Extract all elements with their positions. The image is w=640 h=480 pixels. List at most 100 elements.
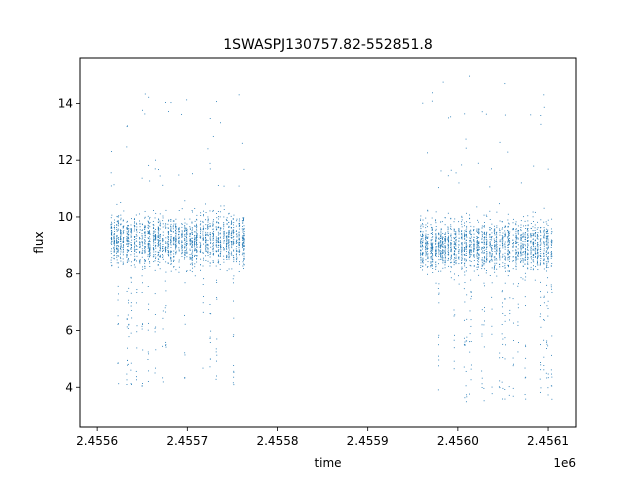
data-point	[525, 376, 527, 378]
data-point	[238, 245, 240, 247]
data-point	[442, 244, 444, 246]
data-point	[196, 237, 197, 239]
data-point	[453, 238, 455, 240]
data-point	[144, 227, 146, 228]
data-point	[173, 266, 175, 268]
data-point	[532, 242, 534, 244]
data-point	[209, 233, 211, 235]
data-point	[215, 348, 217, 350]
data-point	[159, 261, 161, 263]
data-point	[159, 223, 161, 225]
data-point	[483, 387, 485, 389]
data-point	[427, 236, 429, 238]
data-point	[111, 232, 113, 234]
data-point	[116, 252, 117, 254]
data-point	[230, 233, 232, 235]
data-point	[425, 246, 427, 248]
data-point	[217, 244, 219, 246]
data-point	[174, 248, 176, 250]
data-point	[186, 227, 188, 229]
data-point	[205, 239, 207, 241]
data-point	[242, 245, 243, 247]
data-point	[483, 259, 485, 261]
data-point	[238, 242, 240, 244]
data-point	[122, 254, 124, 256]
data-point	[547, 230, 549, 232]
data-point	[186, 99, 188, 101]
data-point	[128, 243, 130, 245]
data-point	[239, 251, 241, 253]
data-point	[447, 245, 449, 247]
data-point	[515, 228, 517, 230]
data-point	[203, 227, 205, 229]
data-point	[181, 244, 183, 246]
data-point	[242, 221, 244, 223]
data-point	[427, 253, 429, 255]
data-point	[233, 227, 235, 228]
data-point	[165, 305, 167, 307]
data-point	[485, 242, 487, 244]
data-point	[209, 338, 211, 339]
data-point	[547, 291, 549, 293]
data-point	[243, 248, 245, 249]
data-point	[149, 238, 151, 240]
data-point	[168, 252, 170, 254]
data-point	[126, 126, 128, 128]
data-point	[218, 218, 219, 220]
data-point	[196, 239, 198, 241]
data-point	[226, 270, 228, 272]
data-point	[543, 252, 545, 254]
data-point	[147, 243, 149, 244]
data-point	[228, 233, 230, 235]
data-point	[243, 232, 245, 234]
data-point	[167, 227, 169, 229]
data-point	[243, 252, 245, 254]
data-point	[118, 262, 119, 264]
data-point	[194, 208, 196, 209]
data-point	[470, 234, 472, 236]
data-point	[233, 235, 235, 237]
data-point	[430, 253, 432, 255]
data-point	[496, 248, 498, 250]
data-point	[134, 258, 136, 260]
data-point	[427, 237, 428, 239]
data-point	[142, 250, 144, 252]
data-point	[496, 211, 498, 213]
data-point	[504, 315, 506, 316]
data-point	[126, 260, 128, 262]
data-point	[484, 257, 485, 259]
data-point	[181, 236, 183, 238]
data-point	[507, 243, 509, 245]
data-point	[534, 240, 536, 242]
data-point	[242, 234, 244, 236]
data-point	[217, 237, 219, 239]
data-point	[470, 236, 472, 238]
data-point	[200, 229, 202, 231]
data-point	[184, 237, 186, 239]
data-point	[430, 258, 432, 260]
data-point	[191, 233, 193, 235]
data-point	[149, 230, 151, 232]
data-point	[551, 255, 553, 257]
data-point	[422, 234, 424, 236]
data-point	[170, 241, 172, 243]
data-point	[470, 379, 472, 381]
data-point	[470, 230, 472, 232]
data-point	[162, 258, 164, 260]
data-point	[223, 209, 225, 210]
data-point	[494, 262, 496, 264]
data-point	[210, 239, 212, 241]
data-point	[226, 235, 228, 237]
data-point	[450, 116, 452, 118]
data-point	[504, 114, 506, 116]
data-point	[191, 255, 193, 257]
data-point	[507, 264, 509, 266]
data-point	[450, 249, 452, 251]
data-point	[113, 237, 115, 239]
data-point	[212, 222, 214, 224]
data-point	[512, 298, 514, 300]
data-point	[210, 252, 212, 254]
data-point	[444, 241, 446, 243]
data-point	[228, 252, 230, 254]
data-point	[442, 238, 443, 240]
